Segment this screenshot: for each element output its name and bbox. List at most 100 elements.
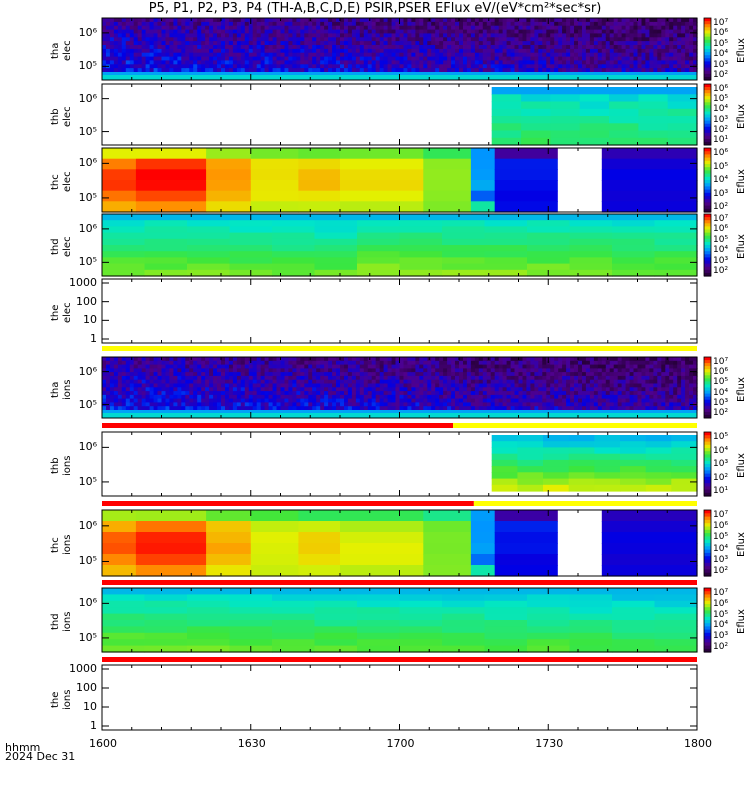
heatmap-cell [129,52,135,58]
heatmap-cell [522,394,528,400]
heatmap-cell [502,41,508,46]
heatmap-cell [312,391,317,396]
heatmap-cell [570,52,575,58]
heatmap-cell [347,41,353,46]
heatmap-cell [260,56,266,62]
heatmap-cell [502,64,508,69]
heatmap-cell [169,394,174,400]
heatmap-cell [574,64,579,69]
heatmap-cell [463,402,468,407]
heatmap-cell [538,368,543,373]
heatmap-cell [502,383,508,388]
heatmap-cell [530,406,535,411]
heatmap-cell [494,357,500,362]
heatmap-cell [157,33,163,38]
heatmap-cell [526,29,531,35]
heatmap-cell [292,56,297,62]
heatmap-cell [256,394,262,400]
heatmap-cell [681,64,686,69]
heatmap-cell [312,37,317,42]
heatmap-cell [229,245,273,252]
heatmap-cell [514,37,520,42]
heatmap-cell [328,394,333,400]
heatmap-cell [466,391,472,396]
heatmap-cell [320,379,325,385]
heatmap-cell [252,357,258,362]
heatmap-cell [466,357,472,362]
heatmap-cell [645,453,672,461]
heatmap-cell [609,364,615,369]
heatmap-cell [574,25,579,31]
heatmap-cell [490,406,496,411]
heatmap-cell [641,368,647,373]
colorbar-segment [704,360,711,364]
heatmap-cell [484,263,528,271]
heatmap-cell [181,364,186,369]
heatmap-cell [558,368,563,373]
heatmap-cell [351,52,357,58]
heatmap-cell [141,364,147,369]
heatmap-cell [300,29,305,35]
heatmap-cell [585,360,591,366]
heatmap-cell [359,18,365,23]
heatmap-cell [506,391,512,396]
heatmap-cell [383,391,389,396]
heatmap-cell [693,52,698,58]
heatmap-cell [173,68,178,73]
heatmap-cell [415,25,420,31]
heatmap-cell [419,18,424,23]
heatmap-cell [102,52,107,58]
heatmap-cell [617,25,623,31]
heatmap-cell [439,29,444,35]
heatmap-cell [232,18,238,23]
heatmap-cell [685,21,690,27]
heatmap-cell [320,402,325,407]
heatmap-cell [597,360,603,366]
heatmap-cell [347,29,353,35]
heatmap-cell [363,33,369,38]
heatmap-cell [133,402,139,407]
heatmap-cell [125,25,131,31]
heatmap-cell [379,398,385,403]
heatmap-cell [187,220,231,227]
heatmap-cell [135,169,207,181]
heatmap-cell [280,402,286,407]
heatmap-cell [633,360,639,366]
heatmap-cell [554,68,559,73]
heatmap-cell [657,56,662,62]
heatmap-cell [117,48,123,54]
heatmap-cell [685,368,690,373]
heatmap-cell [506,18,512,23]
heatmap-cell [447,394,452,400]
heatmap-cell [518,18,524,23]
heatmap-cell [268,375,274,381]
heatmap-cell [569,214,613,221]
heatmap-cell [451,398,456,403]
heatmap-cell [554,372,559,377]
heatmap-cell [645,33,650,38]
heatmap-cell [403,360,409,366]
heatmap-cell [185,33,190,38]
heatmap-cell [102,201,137,213]
heatmap-cell [593,45,599,50]
heatmap-cell [232,394,238,400]
heatmap-cell [169,391,174,396]
heatmap-cell [300,383,305,388]
heatmap-cell [419,29,424,35]
heatmap-cell [593,360,599,366]
heatmap-cell [689,52,694,58]
heatmap-cell [347,18,353,23]
heatmap-cell [316,60,321,65]
heatmap-cell [490,48,496,54]
heatmap-cell [244,56,250,62]
heatmap-cell [566,364,571,369]
heatmap-cell [268,383,274,388]
heatmap-cell [165,357,171,362]
heatmap-cell [486,402,492,407]
heatmap-cell [685,45,690,50]
heatmap-cell [181,18,186,23]
heatmap-cell [137,375,143,381]
heatmap-cell [355,21,361,27]
heatmap-cell [125,402,131,407]
heatmap-cell [582,21,587,27]
